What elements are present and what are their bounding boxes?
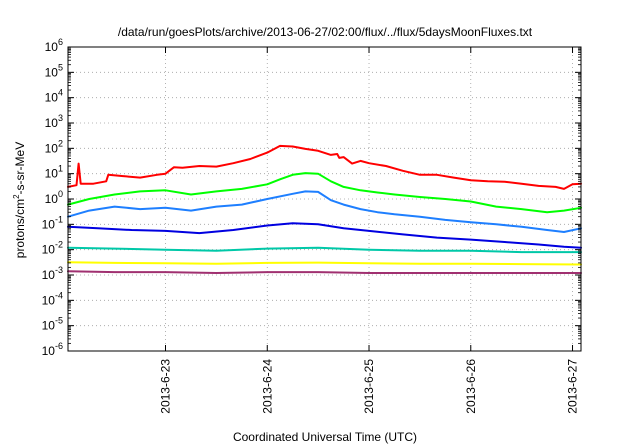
x-tick-labels: 2013-6-23 2013-6-24 2013-6-25 2013-6-26 2013… [159, 359, 580, 414]
y-tick-label: 10-3 [42, 265, 63, 282]
y-tick-base: 10 [45, 167, 59, 181]
y-tick-base: 10 [42, 268, 56, 282]
y-tick-exponent: 3 [58, 113, 63, 123]
y-tick-exponent: 2 [58, 138, 63, 148]
y-tick-base: 10 [42, 293, 56, 307]
series-line-4 [67, 222, 582, 249]
x-tick-label: 2013-6-26 [464, 359, 478, 414]
series-line-3 [67, 190, 582, 233]
y-tick-base: 10 [45, 192, 59, 206]
series-line-2 [67, 172, 582, 214]
data-series [67, 144, 582, 274]
x-tick-label: 2013-6-25 [362, 359, 376, 414]
y-tick-label: 101 [45, 164, 63, 181]
y-tick-label: 104 [45, 88, 63, 105]
y-tick-exponent: -1 [55, 214, 63, 224]
y-tick-base: 10 [42, 319, 56, 333]
y-tick-exponent: -4 [55, 290, 63, 300]
y-tick-exponent: 4 [58, 88, 63, 98]
y-tick-label: 103 [45, 113, 63, 130]
y-tick-label: 105 [45, 62, 63, 79]
series-line-7 [67, 270, 582, 274]
y-tick-exponent: -5 [55, 316, 63, 326]
chart-title: /data/run/goesPlots/archive/2013-06-27/0… [118, 25, 533, 39]
x-tick-label: 2013-6-23 [159, 359, 173, 414]
y-tick-exponent: 6 [58, 37, 63, 47]
y-tick-exponent: -2 [55, 240, 63, 250]
x-tick-label: 2013-6-24 [260, 359, 274, 414]
y-tick-exponent: 0 [58, 189, 63, 199]
x-axis-label: Coordinated Universal Time (UTC) [233, 430, 417, 444]
y-tick-base: 10 [42, 217, 56, 231]
y-axis-label-superscript: 2 [12, 194, 21, 199]
y-tick-base: 10 [45, 65, 59, 79]
y-tick-label: 10-5 [42, 316, 63, 333]
y-axis-label: protons/cm2-s-sr-MeV [12, 142, 27, 258]
y-tick-exponent: -6 [55, 341, 63, 351]
y-axis-label-suffix: -s-sr-MeV [13, 142, 27, 195]
y-axis-label-main: protons/cm [13, 199, 27, 258]
y-tick-exponent: 1 [58, 164, 63, 174]
x-tick-label: 2013-6-27 [566, 359, 580, 414]
y-tick-label: 102 [45, 138, 63, 155]
y-tick-label: 10-4 [42, 290, 63, 307]
axis-ticks [68, 46, 581, 352]
y-tick-base: 10 [45, 116, 59, 130]
series-line-6 [67, 261, 582, 266]
y-tick-label: 10-1 [42, 214, 63, 231]
y-tick-base: 10 [45, 40, 59, 54]
series-line-5 [67, 246, 582, 254]
y-tick-base: 10 [42, 243, 56, 257]
y-tick-exponent: 5 [58, 62, 63, 72]
y-tick-labels: 10610510410310210110010-110-210-310-410-… [42, 37, 63, 358]
series-line-1 [67, 144, 582, 190]
y-tick-label: 10-6 [42, 341, 63, 358]
y-tick-label: 100 [45, 189, 63, 206]
y-tick-base: 10 [45, 141, 59, 155]
y-tick-label: 106 [45, 37, 63, 54]
y-tick-base: 10 [45, 91, 59, 105]
y-tick-exponent: -3 [55, 265, 63, 275]
y-tick-label: 10-2 [42, 240, 63, 257]
y-tick-base: 10 [42, 344, 56, 358]
